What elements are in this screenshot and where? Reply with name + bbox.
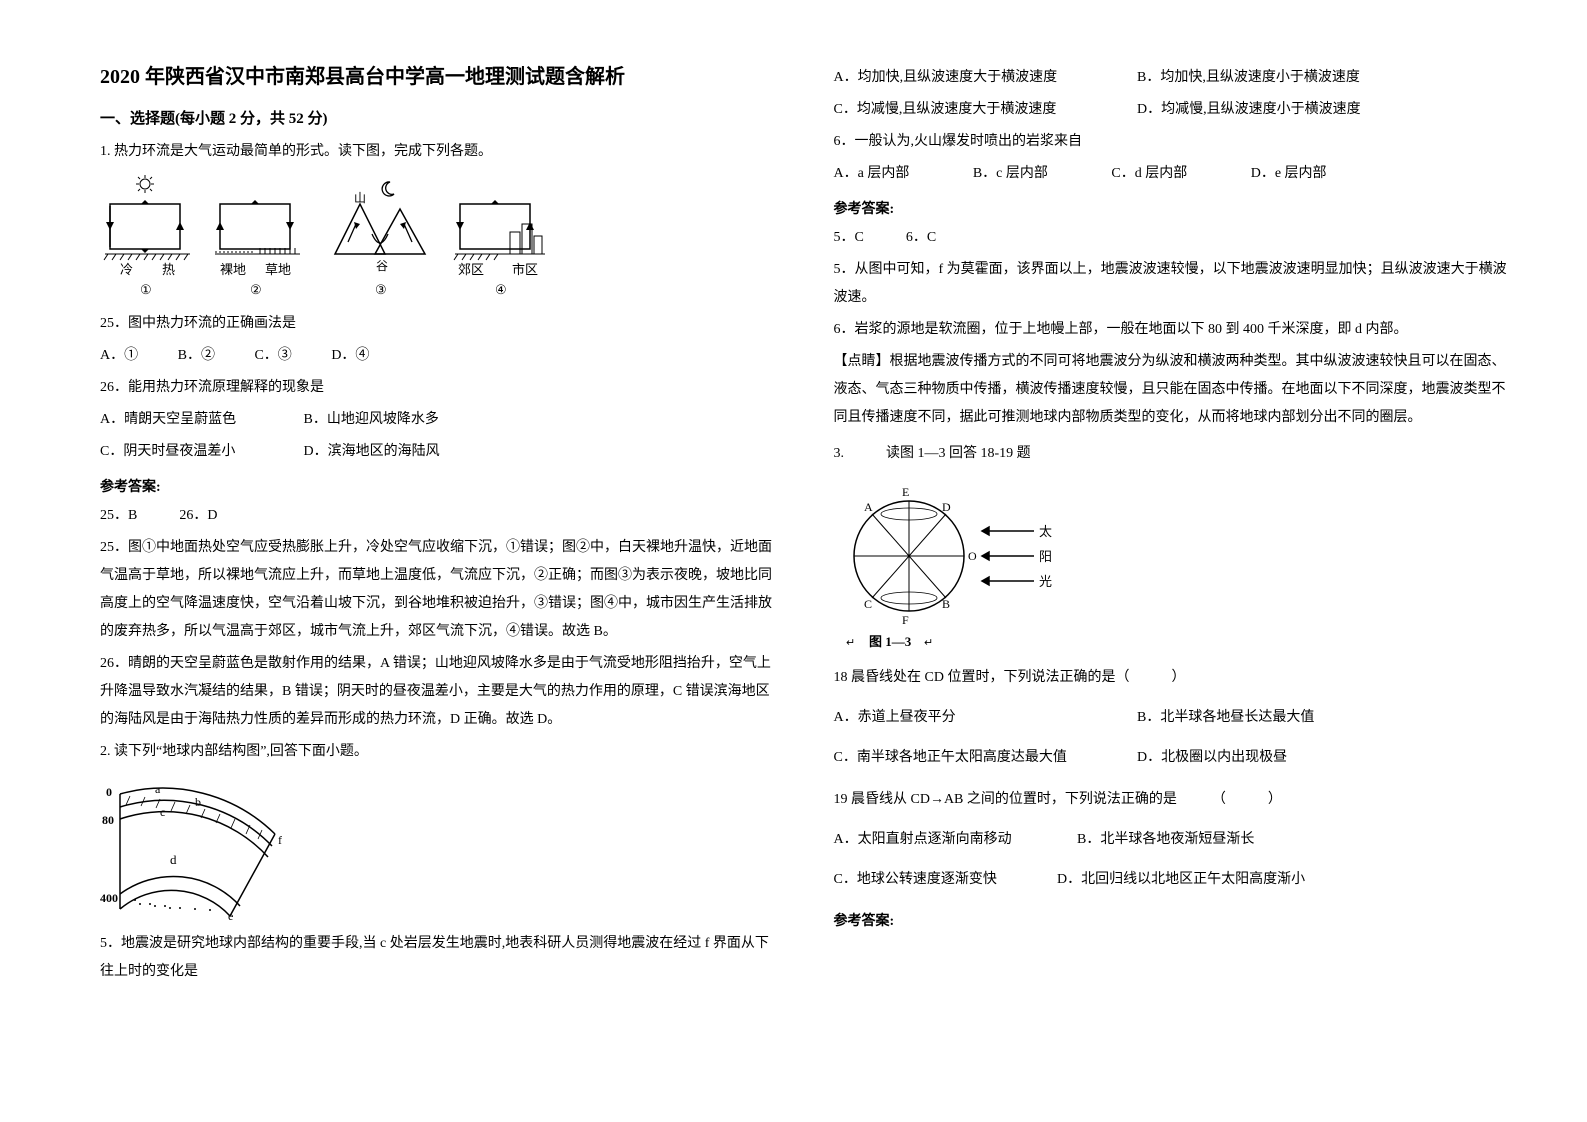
- ans-5-6: 5．C 6．C: [834, 224, 1508, 252]
- fig3-F: F: [902, 613, 909, 627]
- fig2-depth-80: 80: [102, 813, 114, 827]
- tip: 【点睛】根据地震波传播方式的不同可将地震波分为纵波和横波两种类型。其中纵波波速较…: [834, 348, 1508, 432]
- ans-25-26: 25．B 26．D: [100, 502, 774, 530]
- figure-1: 冷 热 ①: [100, 174, 774, 304]
- q5-row1: A．均加快,且纵波速度大于横波速度 B．均加快,且纵波速度小于横波速度: [834, 64, 1508, 92]
- fig2-b: b: [195, 795, 201, 809]
- fig1-bare: 裸地: [220, 262, 246, 277]
- fig1-grass: 草地: [265, 262, 291, 277]
- q18-opt-a: A．赤道上昼夜平分: [834, 704, 1134, 732]
- fig1-cold: 冷: [120, 262, 133, 277]
- fig1-num3: ③: [375, 282, 387, 297]
- fig1-num2: ②: [250, 282, 262, 297]
- fig3-sun2: 阳: [1039, 549, 1052, 564]
- q5-opt-d: D．均减慢,且纵波速度小于横波速度: [1137, 102, 1361, 117]
- q26-row1: A．晴朗天空呈蔚蓝色 B．山地迎风坡降水多: [100, 406, 774, 434]
- fig2-d: d: [170, 852, 177, 867]
- fig3-C: C: [864, 597, 872, 611]
- fig1-mountain: 山: [354, 191, 366, 205]
- exp-25: 25．图①中地面热处空气应受热膨胀上升，冷处空气应收缩下沉，①错误；图②中，白天…: [100, 534, 774, 646]
- q18-text: 18 晨昏线处在 CD 位置时，下列说法正确的是（ ）: [834, 664, 1508, 692]
- q6-opt-a: A．a 层内部: [834, 160, 910, 188]
- q26-text: 26．能用热力环流原理解释的现象是: [100, 374, 774, 402]
- q19-opt-d: D．北回归线以北地区正午太阳高度渐小: [1057, 872, 1305, 887]
- q5-opt-c: C．均减慢,且纵波速度大于横波速度: [834, 96, 1134, 124]
- q26-row2: C．阴天时昼夜温差小 D．滨海地区的海陆风: [100, 438, 774, 466]
- q19-text: 19 晨昏线从 CD→AB 之间的位置时，下列说法正确的是 （ ）: [834, 786, 1508, 814]
- q1-intro: 1. 热力环流是大气运动最简单的形式。读下图，完成下列各题。: [100, 138, 774, 166]
- fig3-sun3: 光: [1039, 574, 1052, 589]
- fig3-A: A: [864, 500, 873, 514]
- figure-3: A E D O C F B 太 阳 光 图 1—3 ↵ ↵: [834, 476, 1508, 656]
- q18-row2: C．南半球各地正午太阳高度达最大值 D．北极圈以内出现极昼: [834, 744, 1508, 772]
- fig2-depth-0: 0: [106, 785, 112, 799]
- q2-intro: 2. 读下列“地球内部结构图”,回答下面小题。: [100, 738, 774, 766]
- ref-ans-1: 参考答案:: [100, 476, 774, 496]
- q18-opt-d: D．北极圈以内出现极昼: [1137, 750, 1287, 765]
- q19-opt-c: C．地球公转速度逐渐变快: [834, 866, 1054, 894]
- fig2-f: f: [278, 833, 282, 847]
- ref-ans-3: 参考答案:: [834, 910, 1508, 930]
- q26-opt-d: D．滨海地区的海陆风: [304, 444, 440, 459]
- fig3-mark: ↵: [846, 637, 855, 649]
- section-1-head: 一、选择题(每小题 2 分，共 52 分): [100, 107, 774, 128]
- q25-opt-a: A．①: [100, 342, 138, 370]
- q26-opt-a: A．晴朗天空呈蔚蓝色: [100, 406, 300, 434]
- fig3-caption: 图 1—3: [869, 634, 912, 649]
- fig3-mark2: ↵: [924, 637, 933, 649]
- q6-options: A．a 层内部 B．c 层内部 C．d 层内部 D．e 层内部: [834, 160, 1508, 188]
- q19-opt-a: A．太阳直射点逐渐向南移动: [834, 826, 1074, 854]
- fig1-city: 市区: [512, 262, 538, 277]
- q5-row2: C．均减慢,且纵波速度大于横波速度 D．均减慢,且纵波速度小于横波速度: [834, 96, 1508, 124]
- q25-opt-c: C．③: [254, 342, 291, 370]
- q19-row2: C．地球公转速度逐渐变快 D．北回归线以北地区正午太阳高度渐小: [834, 866, 1508, 894]
- fig2-a: a: [155, 782, 161, 796]
- fig1-suburb: 郊区: [458, 262, 484, 277]
- q3-intro: 3. 读图 1—3 回答 18-19 题: [834, 440, 1508, 468]
- q25-text: 25．图中热力环流的正确画法是: [100, 310, 774, 338]
- q18-row1: A．赤道上昼夜平分 B．北半球各地昼长达最大值: [834, 704, 1508, 732]
- q19-opt-b: B．北半球各地夜渐短昼渐长: [1077, 832, 1254, 847]
- fig1-num1: ①: [140, 282, 152, 297]
- q5-opt-a: A．均加快,且纵波速度大于横波速度: [834, 64, 1134, 92]
- q26-opt-b: B．山地迎风坡降水多: [304, 412, 439, 427]
- fig1-hot: 热: [162, 262, 175, 277]
- q19-row1: A．太阳直射点逐渐向南移动 B．北半球各地夜渐短昼渐长: [834, 826, 1508, 854]
- q26-opt-c: C．阴天时昼夜温差小: [100, 438, 300, 466]
- fig3-B: B: [942, 597, 950, 611]
- ref-ans-2: 参考答案:: [834, 198, 1508, 218]
- q6-text: 6．一般认为,火山爆发时喷出的岩浆来自: [834, 128, 1508, 156]
- fig3-O: O: [968, 549, 977, 563]
- q5-text: 5．地震波是研究地球内部结构的重要手段,当 c 处岩层发生地震时,地表科研人员测…: [100, 930, 774, 986]
- q6-opt-c: C．d 层内部: [1111, 160, 1187, 188]
- q25-options: A．① B．② C．③ D．④: [100, 342, 774, 370]
- fig2-e: e: [228, 909, 233, 923]
- fig2-c: c: [160, 805, 165, 819]
- fig2-depth-400: 400: [100, 891, 118, 905]
- exp-26: 26．晴朗的天空呈蔚蓝色是散射作用的结果，A 错误；山地迎风坡降水多是由于气流受…: [100, 650, 774, 734]
- fig1-valley: 谷: [376, 259, 388, 273]
- fig3-sun1: 太: [1039, 524, 1052, 539]
- fig1-num4: ④: [495, 282, 507, 297]
- fig3-D: D: [942, 500, 951, 514]
- q18-opt-b: B．北半球各地昼长达最大值: [1137, 710, 1314, 725]
- exp-5: 5．从图中可知，f 为莫霍面，该界面以上，地震波波速较慢，以下地震波波速明显加快…: [834, 256, 1508, 312]
- q6-opt-d: D．e 层内部: [1251, 160, 1327, 188]
- figure-2: 0 80 400 a b c f d e: [100, 774, 774, 924]
- exp-6: 6．岩浆的源地是软流圈，位于上地幔上部，一般在地面以下 80 到 400 千米深…: [834, 316, 1508, 344]
- q25-opt-d: D．④: [331, 342, 369, 370]
- fig3-E: E: [902, 485, 909, 499]
- q5-opt-b: B．均加快,且纵波速度小于横波速度: [1137, 70, 1360, 85]
- q6-opt-b: B．c 层内部: [973, 160, 1048, 188]
- doc-title: 2020 年陕西省汉中市南郑县高台中学高一地理测试题含解析: [100, 60, 774, 89]
- q25-opt-b: B．②: [178, 342, 215, 370]
- q18-opt-c: C．南半球各地正午太阳高度达最大值: [834, 744, 1134, 772]
